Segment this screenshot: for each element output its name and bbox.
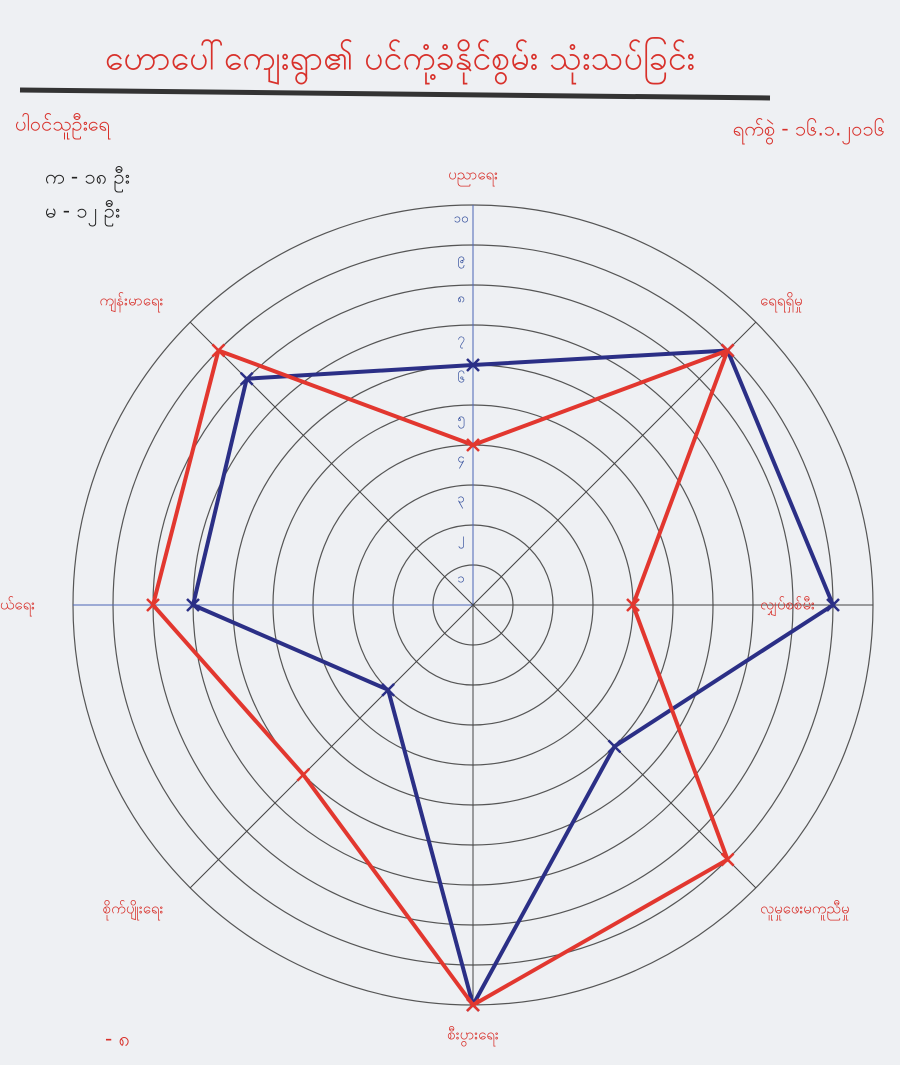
annotation: ရက်စွဲ - ၁၆.၁.၂၀၁၆ [733,117,885,145]
tick-label: ၄ [457,452,465,469]
axis-label: ရေရရှိမှု [760,291,803,312]
annotation: ပါဝင်သူဦးရေ [15,112,111,140]
axis-label: လမ်းပန်းဆက်သွယ်ရေး [0,596,35,617]
tick-label: ၇ [457,332,464,349]
axis-label: စီးပွားရေး [447,1026,499,1047]
annotation: - ၈ [105,1027,130,1051]
axis-label: ပညာရေး [448,166,498,187]
chart: ဟောပေါ်ကျေးရွာ၏ ပင်ကုံ့ခံနိုင်စွမ်း သုံး… [0,0,900,1065]
tick-label: ၈ [457,292,464,307]
chart-title: ဟောပေါ်ကျေးရွာ၏ ပင်ကုံ့ခံနိုင်စွမ်း သုံး… [105,39,695,85]
tick-label: ၁ [457,572,464,587]
axis-label: လျှပ်စစ်မီး [760,596,815,617]
tick-label: ၅ [457,412,464,429]
tick-label: ၉ [457,252,464,269]
tick-label: ၂ [458,532,464,549]
axis-label: လူမှုဖေးမကူညီမှု [760,900,849,921]
tick-label: ၆ [457,371,464,387]
tick-label: ၁၀ [454,212,469,227]
tick-label: ၃ [457,492,464,509]
axis-label: စိုက်ပျိုးရေး [103,900,164,921]
axis-label: ကျန်းမာရေး [99,291,163,312]
annotation: မ - ၁၂ ဦး [45,199,120,227]
annotation: က - ၁၈ ဦး [45,165,130,193]
